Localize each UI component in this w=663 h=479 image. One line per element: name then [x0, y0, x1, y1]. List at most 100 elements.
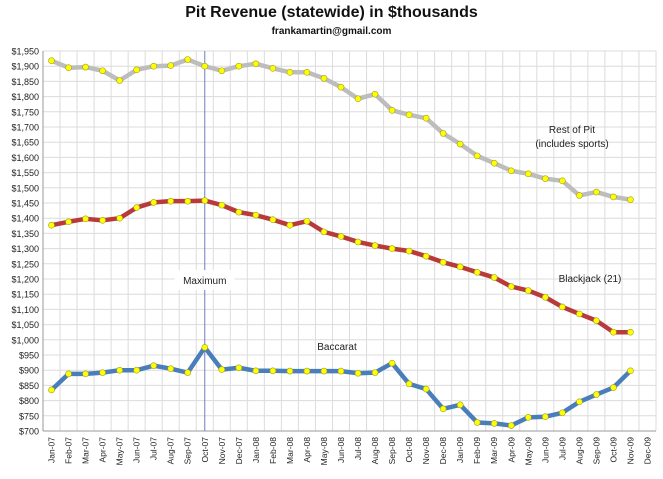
- data-point: [48, 386, 55, 394]
- data-point: [456, 401, 464, 409]
- data-point: [627, 328, 634, 336]
- data-point: [116, 214, 123, 222]
- data-point: [184, 197, 192, 205]
- x-tick-label: Oct-08: [404, 437, 414, 463]
- data-point: [473, 419, 481, 426]
- data-point: [371, 369, 379, 376]
- data-point: [133, 66, 140, 74]
- data-point: [542, 175, 549, 182]
- data-point: [576, 310, 583, 318]
- data-point: [320, 75, 328, 82]
- y-tick-label: $1,300: [11, 244, 39, 254]
- x-tick-label: Mar-09: [489, 437, 499, 464]
- data-point: [354, 95, 362, 103]
- x-tick-label: Oct-09: [608, 437, 618, 463]
- chart-title: Pit Revenue (statewide) in $thousands: [185, 4, 478, 21]
- y-tick-label: $1,150: [11, 290, 39, 300]
- y-tick-label: $1,900: [11, 62, 39, 72]
- y-tick-label: $1,350: [11, 229, 39, 239]
- data-point: [337, 83, 345, 91]
- data-point: [201, 344, 209, 351]
- data-point: [559, 177, 566, 185]
- data-point: [235, 62, 243, 70]
- data-point: [303, 68, 311, 76]
- data-point: [82, 370, 89, 378]
- data-point: [201, 62, 209, 70]
- data-point: [235, 364, 243, 372]
- data-point: [593, 391, 600, 398]
- data-point: [116, 366, 123, 374]
- data-point: [65, 370, 72, 378]
- y-tick-label: $1,250: [11, 259, 39, 269]
- data-point: [354, 369, 362, 377]
- x-tick-label: Aug-08: [370, 437, 380, 465]
- data-point: [507, 167, 515, 175]
- data-point: [456, 140, 464, 148]
- x-tick-label: Apr-07: [98, 437, 108, 463]
- data-point: [82, 215, 89, 223]
- data-point: [269, 367, 277, 375]
- data-point: [269, 65, 277, 72]
- y-tick-label: $1,650: [11, 138, 39, 148]
- y-tick-label: $1,800: [11, 92, 39, 102]
- x-tick-label: Feb-07: [64, 437, 74, 464]
- data-point: [235, 208, 243, 216]
- data-point: [116, 77, 123, 84]
- x-tick-label: Feb-09: [472, 437, 482, 464]
- data-point: [99, 369, 106, 376]
- y-tick-label: $1,750: [11, 107, 39, 117]
- data-point: [201, 197, 209, 204]
- data-point: [388, 359, 396, 367]
- data-point: [150, 362, 157, 369]
- data-point: [65, 64, 72, 72]
- data-point: [133, 204, 140, 211]
- series-line: [51, 198, 631, 335]
- data-point: [559, 409, 566, 417]
- y-tick-label: $950: [19, 351, 39, 361]
- data-point: [473, 269, 481, 276]
- series-label: Blackjack (21): [559, 274, 622, 285]
- data-point: [422, 114, 430, 122]
- y-tick-label: $800: [19, 396, 39, 406]
- x-tick-label: Dec-08: [438, 437, 448, 465]
- annotation-bg: [174, 270, 235, 290]
- data-point: [99, 67, 106, 75]
- data-point: [65, 218, 72, 226]
- data-point: [388, 106, 396, 114]
- data-point: [218, 201, 226, 209]
- data-point: [99, 217, 106, 224]
- data-point: [610, 384, 617, 391]
- series-label: (includes sports): [535, 139, 608, 150]
- data-point: [48, 221, 55, 229]
- x-tick-label: Jul-07: [149, 437, 159, 460]
- data-point: [150, 62, 157, 70]
- data-point: [218, 366, 226, 373]
- data-point: [610, 193, 617, 201]
- x-tick-label: Aug-09: [574, 437, 584, 465]
- data-point: [627, 367, 634, 375]
- data-point: [593, 317, 600, 324]
- series-label: Baccarat: [317, 342, 357, 353]
- y-tick-label: $1,600: [11, 153, 39, 163]
- data-point: [593, 188, 600, 196]
- x-tick-label: Apr-08: [302, 437, 312, 463]
- data-point: [559, 303, 566, 311]
- annotation-label: Maximum: [183, 276, 226, 287]
- y-tick-label: $1,950: [11, 47, 39, 57]
- data-point: [150, 199, 157, 206]
- series-label: Rest of Pit: [549, 125, 595, 136]
- data-point: [473, 152, 481, 160]
- x-tick-label: Feb-08: [268, 437, 278, 464]
- data-point: [167, 365, 175, 372]
- y-tick-label: $1,050: [11, 320, 39, 330]
- data-point: [388, 245, 396, 252]
- y-tick-label: $1,400: [11, 214, 39, 224]
- data-point: [252, 367, 260, 375]
- y-tick-label: $850: [19, 381, 39, 391]
- x-tick-label: Sep-09: [591, 437, 601, 465]
- y-tick-label: $1,700: [11, 123, 39, 133]
- data-point: [320, 228, 328, 236]
- x-tick-label: Aug-07: [166, 437, 176, 465]
- data-point: [576, 398, 583, 406]
- data-point: [371, 242, 379, 249]
